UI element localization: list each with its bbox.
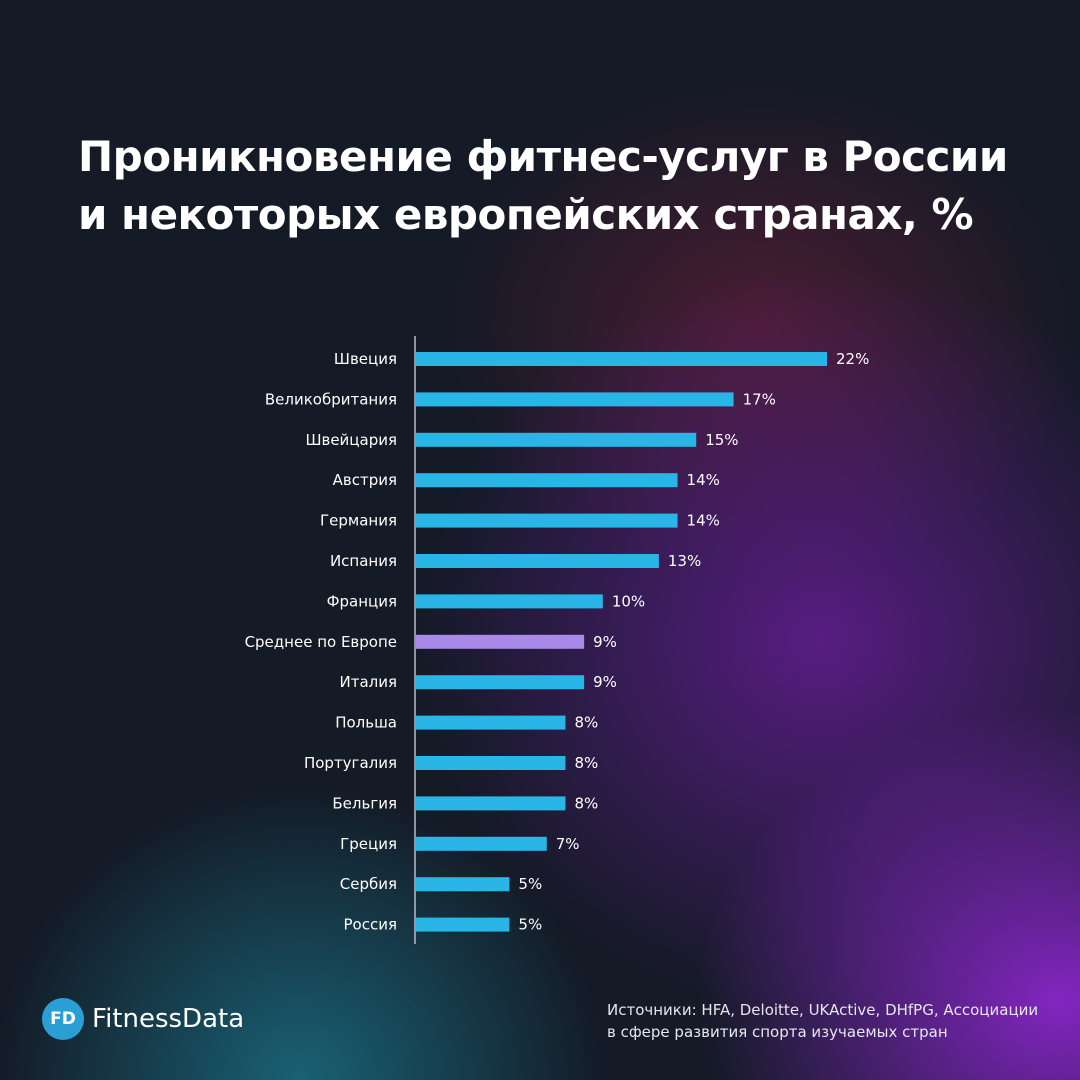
- category-label-6: Франция: [327, 592, 397, 610]
- chart-title-line-1: Проникновение фитнес-услуг в России: [78, 132, 1008, 181]
- value-label-10: 8%: [574, 754, 598, 772]
- category-label-1: Великобритания: [265, 390, 397, 408]
- bar-7: [416, 634, 585, 649]
- fitnessdata-logo: FD FitnessData: [42, 998, 244, 1040]
- value-label-14: 5%: [518, 916, 542, 934]
- bar-13: [416, 877, 510, 892]
- value-label-5: 13%: [668, 552, 701, 570]
- value-label-12: 7%: [556, 835, 580, 853]
- bar-2: [416, 432, 697, 447]
- bar-5: [416, 554, 659, 568]
- bar-10: [416, 756, 566, 770]
- category-label-9: Польша: [335, 714, 397, 732]
- source-note: Источники: HFA, Deloitte, UKActive, DHfP…: [607, 999, 1057, 1043]
- logo-badge-icon: FD: [42, 998, 84, 1040]
- value-label-3: 14%: [687, 471, 720, 489]
- category-label-8: Италия: [339, 673, 397, 691]
- value-label-0: 22%: [836, 350, 869, 368]
- bar-8: [416, 675, 585, 690]
- value-label-9: 8%: [574, 714, 598, 732]
- category-label-12: Греция: [340, 835, 397, 853]
- bar-6: [416, 594, 603, 609]
- category-label-2: Швейцария: [305, 431, 397, 449]
- category-label-0: Швеция: [334, 350, 397, 368]
- category-label-5: Испания: [330, 552, 397, 570]
- value-label-6: 10%: [612, 592, 645, 610]
- chart-title: Проникновение фитнес-услуг в России и не…: [78, 128, 1038, 244]
- bar-1: [416, 392, 734, 407]
- value-label-11: 8%: [574, 794, 598, 812]
- logo-name: FitnessData: [92, 1004, 245, 1034]
- value-label-4: 14%: [687, 512, 720, 530]
- value-label-8: 9%: [593, 673, 617, 691]
- category-label-4: Германия: [320, 512, 397, 530]
- bar-12: [416, 836, 547, 851]
- value-label-2: 15%: [705, 431, 738, 449]
- bar-3: [416, 473, 678, 488]
- category-label-10: Португалия: [304, 754, 397, 772]
- value-label-13: 5%: [518, 875, 542, 893]
- category-label-14: Россия: [344, 916, 398, 934]
- source-note-line-1: Источники: HFA, Deloitte, UKActive, DHfP…: [607, 1001, 1039, 1019]
- category-label-3: Австрия: [333, 471, 397, 489]
- bar-4: [416, 513, 678, 528]
- bar-0: [416, 352, 827, 366]
- chart-title-line-2: и некоторых европейских странах, %: [78, 190, 974, 239]
- value-label-7: 9%: [593, 633, 617, 651]
- category-label-13: Сербия: [340, 875, 397, 893]
- source-note-line-2: в сфере развития спорта изучаемых стран: [607, 1023, 948, 1041]
- category-label-11: Бельгия: [332, 794, 397, 812]
- category-label-7: Среднее по Европе: [245, 633, 397, 651]
- value-label-1: 17%: [743, 390, 776, 408]
- bar-14: [416, 917, 510, 932]
- bar-9: [416, 715, 566, 730]
- bar-11: [416, 796, 566, 811]
